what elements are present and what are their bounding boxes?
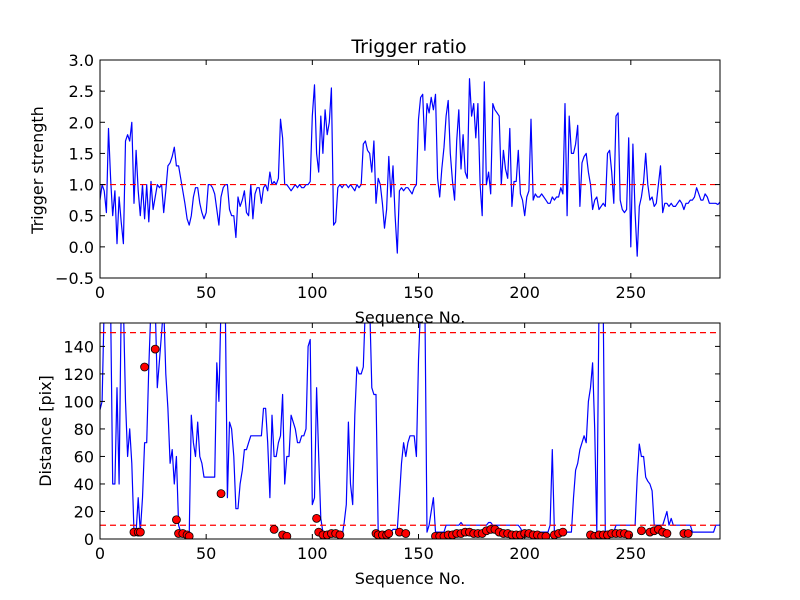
y-axis-label-top: Trigger strength — [28, 106, 47, 235]
y-tick-label: 80 — [74, 420, 94, 439]
clipped-top — [100, 78, 720, 257]
y-tick-label: 3.0 — [69, 51, 94, 70]
y-tick-label: 0.0 — [69, 238, 94, 257]
distance-plot: 0 50 100 150 200 250 0 20 40 60 80 100 120 140 Sequen… — [36, 322, 721, 588]
x-tick-label: 0 — [95, 544, 105, 563]
y-axis-label-bottom: Distance [pix] — [36, 375, 55, 487]
y-tick-label: 20 — [74, 502, 94, 521]
marker-point — [624, 530, 634, 539]
x-tick-label: 100 — [297, 283, 328, 302]
x-tick-label: 50 — [196, 544, 216, 563]
clipped-bottom — [100, 323, 720, 539]
marker-point — [558, 527, 568, 537]
marker-point — [216, 489, 226, 498]
x-tick-label: 50 — [196, 283, 216, 302]
marker-point — [683, 529, 693, 538]
y-tick-label: 2.0 — [69, 113, 94, 132]
chart-title: Trigger ratio — [350, 36, 466, 58]
marker-point — [135, 527, 145, 537]
y-tick-label: 1.0 — [69, 176, 94, 195]
marker-point — [150, 344, 160, 354]
x-axis-label-bottom: Sequence No. — [355, 569, 466, 588]
marker-point — [184, 531, 194, 539]
trigger-ratio-plot: Trigger ratio 0 50 100 150 200 250 −0.5 0.0 0.5 1… — [28, 36, 721, 327]
y-tick-label: 140 — [63, 337, 94, 356]
x-tick-label: 250 — [616, 544, 647, 563]
marker-point — [637, 526, 646, 536]
y-tick-label: 120 — [63, 365, 94, 384]
y-tick-label: 2.5 — [69, 82, 94, 101]
x-axis-label-top: Sequence No. — [355, 308, 466, 327]
marker-point — [172, 515, 181, 525]
x-tick-label: 150 — [403, 283, 434, 302]
marker-point — [335, 530, 345, 539]
marker-point — [401, 529, 411, 538]
axes-bottom: 0 50 100 150 200 250 0 20 40 60 80 100 120 140 — [63, 322, 721, 563]
plot-area-bottom — [100, 323, 720, 539]
x-tick-label: 0 — [95, 283, 105, 302]
series-line-top — [100, 78, 720, 257]
x-tick-label: 200 — [509, 283, 540, 302]
marker-point — [541, 531, 551, 539]
axes-frame-bottom — [99, 322, 721, 540]
x-tick-label: 250 — [616, 283, 647, 302]
plot-area-top — [100, 78, 720, 257]
marker-point — [282, 531, 292, 539]
marker-point — [312, 513, 321, 523]
y-tick-label: −0.5 — [55, 269, 94, 288]
y-tick-label: 60 — [74, 447, 94, 466]
x-tick-label: 200 — [509, 544, 540, 563]
series-line-bottom — [100, 323, 720, 537]
marker-point — [140, 362, 149, 372]
y-tick-label: 0 — [84, 530, 94, 549]
axes-top: 0 50 100 150 200 250 −0.5 0.0 0.5 1.0 1.5 2.0 2.5 3.0 — [55, 51, 721, 302]
marker-point — [269, 524, 279, 534]
y-tick-label: 0.5 — [69, 207, 94, 226]
y-tick-label: 100 — [63, 392, 94, 411]
marker-point — [662, 529, 672, 538]
y-tick-label: 1.5 — [69, 144, 94, 163]
y-tick-label: 40 — [74, 475, 94, 494]
x-tick-label: 100 — [297, 544, 328, 563]
x-tick-label: 150 — [403, 544, 434, 563]
marker-point — [384, 529, 394, 538]
axes-frame-top — [99, 59, 721, 279]
